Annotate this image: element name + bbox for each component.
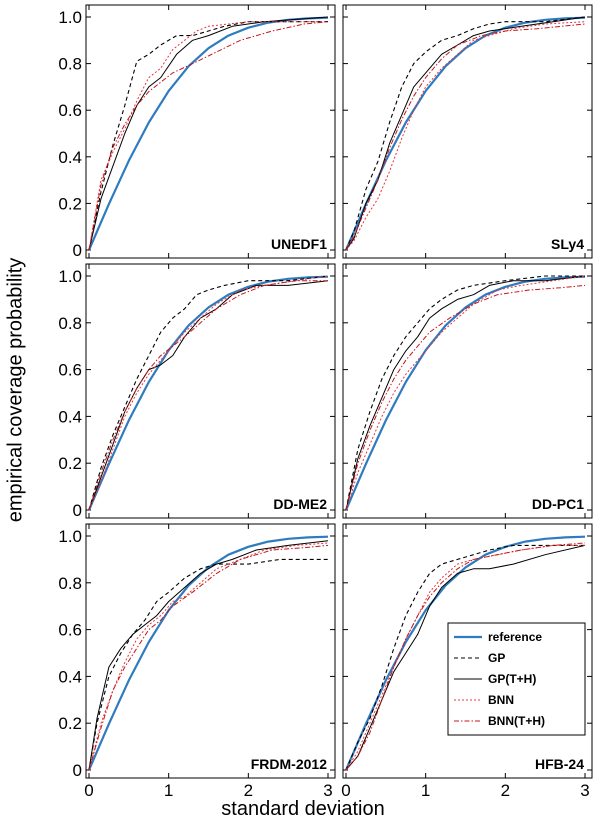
panel-frame xyxy=(85,263,336,519)
series-line-bnn xyxy=(345,544,585,771)
y-tick-label: 0.2 xyxy=(58,194,82,213)
series-line-gp xyxy=(345,16,586,251)
series-line-bnn xyxy=(88,21,328,251)
series-line-reference xyxy=(87,275,329,511)
x-axis-label: standard deviation xyxy=(221,798,385,820)
panel-frame xyxy=(85,523,336,779)
y-tick-label: 0 xyxy=(73,501,82,520)
series-line-gp-t-h xyxy=(88,280,329,511)
series-line-bnn-t-h xyxy=(88,544,329,771)
legend-label-gp: GP xyxy=(488,651,505,665)
y-tick-label: 0.2 xyxy=(58,714,82,733)
series-line-reference xyxy=(344,16,586,251)
series-line-bnn-t-h xyxy=(88,280,328,511)
series-line-bnn-t-h xyxy=(345,23,586,251)
x-tick-label: 2 xyxy=(501,781,510,800)
y-tick-label: 0.2 xyxy=(58,454,82,473)
series-line-bnn xyxy=(88,275,329,511)
x-tick-label: 2 xyxy=(244,781,253,800)
y-tick-label: 0.4 xyxy=(58,407,82,426)
y-tick-label: 0.8 xyxy=(58,314,82,333)
x-tick-label: 3 xyxy=(323,781,332,800)
panel-title: DD-ME2 xyxy=(273,496,327,512)
y-tick-label: 0.4 xyxy=(58,148,82,167)
y-tick-label: 0.8 xyxy=(58,574,82,593)
y-tick-label: 0.6 xyxy=(58,621,82,640)
series-line-gp xyxy=(88,275,329,511)
y-axis-label: empirical coverage probability xyxy=(4,257,27,523)
y-axis-label-wrap: empirical coverage probability xyxy=(2,0,30,780)
panel-frame xyxy=(342,4,593,259)
y-tick-label: 0.6 xyxy=(58,101,82,120)
panel-frame xyxy=(342,523,593,779)
x-tick-label: 1 xyxy=(421,781,430,800)
panel-dd-me2: 0 0.2 0.4 0.6 0.8 1.0 DD-ME2 xyxy=(58,263,336,520)
x-tick-label: 3 xyxy=(580,781,589,800)
panel-title: FRDM-2012 xyxy=(251,756,327,772)
series-line-gp xyxy=(345,275,585,511)
y-tick-label: 0.6 xyxy=(58,361,82,380)
legend-label-reference: reference xyxy=(488,630,542,644)
panel-unedf1: 0 0.2 0.4 0.6 0.8 1.0 UNEDF1 xyxy=(58,4,336,260)
legend: reference GP GP(T+H) BNN BNN(T+H) xyxy=(447,622,586,736)
panel-dd-pc1: DD-PC1 xyxy=(342,263,593,519)
series-line-gp-t-h xyxy=(345,275,586,511)
series-line-gp-t-h xyxy=(345,16,586,251)
series-line-gp-t-h xyxy=(88,16,329,251)
legend-label-bnn-t-h: BNN(T+H) xyxy=(488,714,545,728)
panel-sly4: SLy4 xyxy=(342,4,593,259)
panel-hfb-24: 0 1 2 3 HFB-24 xyxy=(341,523,593,800)
panel-title: SLy4 xyxy=(551,236,584,252)
x-tick-label: 0 xyxy=(341,781,350,800)
y-tick-label: 0 xyxy=(73,241,82,260)
series-line-reference xyxy=(344,275,586,511)
panel-frdm-2012: 0 0.2 0.4 0.6 0.8 1.0 0 1 2 3 FRDM-2012 xyxy=(58,523,336,800)
panel-frame xyxy=(85,4,336,259)
y-tick-label: 0 xyxy=(73,761,82,780)
y-tick-label: 1.0 xyxy=(58,8,82,27)
y-tick-label: 0.8 xyxy=(58,55,82,74)
series-line-gp-t-h xyxy=(88,540,329,771)
series-line-bnn xyxy=(345,21,586,251)
series-line-reference xyxy=(344,535,586,771)
legend-label-bnn: BNN xyxy=(488,693,514,707)
x-tick-label: 0 xyxy=(84,781,93,800)
panel-frame xyxy=(342,263,593,519)
series-line-bnn xyxy=(345,275,586,511)
series-line-bnn-t-h xyxy=(345,542,586,771)
y-tick-label: 1.0 xyxy=(58,267,82,286)
x-tick-label: 1 xyxy=(164,781,173,800)
series-line-gp xyxy=(88,558,328,771)
panel-title: UNEDF1 xyxy=(271,236,327,252)
panel-title: HFB-24 xyxy=(535,756,584,772)
series-line-gp xyxy=(345,544,585,771)
series-line-bnn xyxy=(88,542,329,771)
y-tick-label: 1.0 xyxy=(58,527,82,546)
legend-label-gp-t-h: GP(T+H) xyxy=(488,672,536,686)
series-line-gp-t-h xyxy=(345,544,586,771)
y-tick-label: 0.4 xyxy=(58,667,82,686)
panel-title: DD-PC1 xyxy=(532,496,584,512)
series-line-reference xyxy=(87,535,329,771)
series-line-bnn-t-h xyxy=(88,21,329,251)
series-line-bnn-t-h xyxy=(345,284,586,511)
